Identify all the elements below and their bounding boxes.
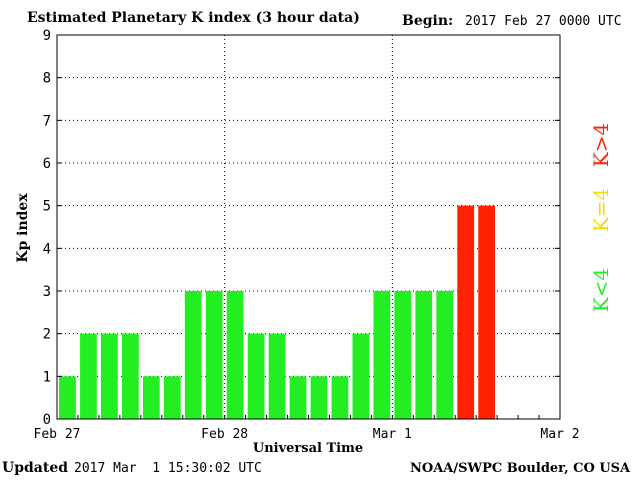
bar bbox=[436, 291, 454, 419]
credit-text: NOAA/SWPC Boulder, CO USA bbox=[410, 461, 631, 476]
bar bbox=[142, 376, 160, 419]
y-axis-label: Kp index bbox=[15, 193, 31, 263]
x-tick-label: Feb 27 bbox=[34, 427, 81, 442]
bar bbox=[373, 291, 391, 419]
y-tick-label: 5 bbox=[43, 199, 51, 215]
grid-lines bbox=[57, 35, 560, 419]
x-axis-label: Universal Time bbox=[253, 441, 363, 456]
x-tick-label: Feb 28 bbox=[201, 427, 248, 442]
begin-label: Begin: bbox=[402, 13, 454, 29]
chart-title: Estimated Planetary K index (3 hour data… bbox=[27, 10, 360, 26]
legend-item: K=4 bbox=[589, 188, 613, 232]
y-tick-label: 6 bbox=[43, 156, 51, 172]
bar bbox=[289, 376, 307, 419]
y-tick-label: 9 bbox=[43, 28, 51, 44]
bar bbox=[478, 205, 496, 419]
y-tick-label: 4 bbox=[43, 241, 51, 257]
bar bbox=[394, 291, 412, 419]
updated-value: 2017 Mar 1 15:30:02 UTC bbox=[74, 461, 262, 476]
bar bbox=[331, 376, 349, 419]
legend: K<4 K=4 K>4 bbox=[589, 123, 613, 312]
bar bbox=[101, 333, 118, 419]
bar bbox=[226, 291, 244, 419]
bar bbox=[247, 333, 265, 419]
legend-item: K>4 bbox=[589, 123, 613, 167]
y-tick-label: 7 bbox=[43, 113, 51, 129]
bar bbox=[457, 205, 475, 419]
y-tick-label: 0 bbox=[43, 412, 51, 428]
bar bbox=[268, 333, 286, 419]
updated-label: Updated bbox=[2, 460, 69, 476]
bar bbox=[59, 376, 76, 419]
bar bbox=[80, 333, 97, 419]
y-tick-label: 3 bbox=[43, 284, 51, 300]
y-tick-label: 1 bbox=[43, 369, 51, 385]
x-tick-label: Mar 2 bbox=[540, 427, 579, 442]
x-tick-labels: Feb 27 Feb 28 Mar 1 Mar 2 bbox=[34, 415, 580, 442]
bar bbox=[415, 291, 433, 419]
y-tick-label: 2 bbox=[43, 327, 51, 343]
bar bbox=[163, 376, 181, 419]
bar bbox=[121, 333, 139, 419]
legend-item: K<4 bbox=[589, 268, 613, 312]
bar bbox=[205, 291, 223, 419]
y-tick-label: 8 bbox=[43, 71, 51, 87]
y-tick-labels: 0 1 2 3 4 5 6 7 8 9 bbox=[43, 28, 560, 428]
x-tick-label: Mar 1 bbox=[373, 427, 412, 442]
bar bbox=[310, 376, 328, 419]
bar bbox=[184, 291, 202, 419]
bars bbox=[59, 205, 496, 419]
bar bbox=[352, 333, 370, 419]
begin-value: 2017 Feb 27 0000 UTC bbox=[465, 14, 622, 29]
